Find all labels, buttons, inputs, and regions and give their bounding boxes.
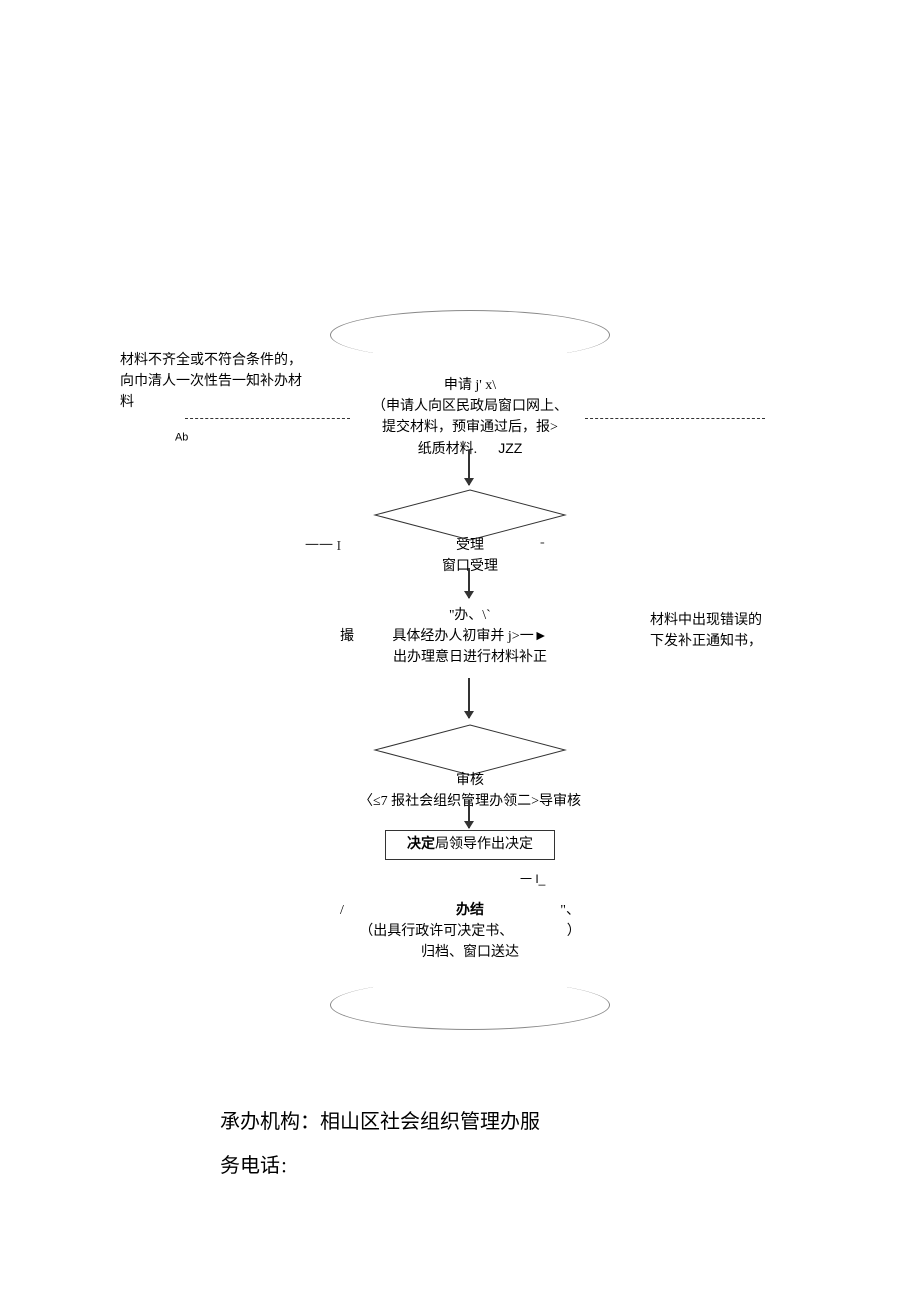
step-review: 审核 〈≤7 报社会组织管理办领二>导审核 <box>320 770 620 812</box>
note-error-materials: 材料中出现错误的 下发补正通知书， <box>650 610 820 652</box>
process-desc: 撮 具体经办人初审并 j>一► <box>345 626 595 647</box>
dashed-connector-right <box>585 418 765 419</box>
note-right-line1: 材料中出现错误的 <box>650 613 762 628</box>
apply-line1: （申请人向区民政局窗口网上、 <box>350 396 590 417</box>
review-title: 审核 <box>320 770 620 791</box>
note-left-line1: 材料不齐全或不符合条件的， <box>120 353 302 368</box>
accept-title: 受理 <box>370 535 570 556</box>
arrow-2 <box>468 568 470 598</box>
arrow-4 <box>468 800 470 828</box>
step-apply: 申请 j' x\ （申请人向区民政局窗口网上、 提交材料，预审通过后，报> 纸质… <box>350 375 590 460</box>
dashed-connector-left <box>185 418 350 419</box>
decision-bold: 决定 <box>407 837 435 852</box>
step-process: ''办、\` 撮 具体经办人初审并 j>一► 出办理意日进行材料补正 <box>345 605 595 668</box>
apply-title: 申请 j' x\ <box>350 375 590 396</box>
flowchart-container: 材料不齐全或不符合条件的， 向巾清人一次性告一知补办材 料 Ab 申请 j' x… <box>120 310 820 1030</box>
complete-line2: 归档、窗口送达 <box>330 942 610 963</box>
accept-prefix: 一一 I <box>305 535 341 555</box>
step-accept: 受理 窗口受理 <box>370 535 570 577</box>
footer-line2: 务电话： <box>220 1144 540 1188</box>
arrow-1 <box>468 450 470 485</box>
end-ellipse <box>330 980 610 1030</box>
footer-org-label: 承办机构： <box>220 1111 320 1133</box>
process-desc2: 出办理意日进行材料补正 <box>345 647 595 668</box>
process-title: ''办、\` <box>345 605 595 626</box>
review-desc: 〈≤7 报社会组织管理办领二>导审核 <box>320 791 620 812</box>
footer-line1: 承办机构：相山区社会组织管理办服 <box>220 1100 540 1144</box>
i-mark: 一 I_ <box>520 870 545 887</box>
note-left-line3: 料 <box>120 395 134 410</box>
arrow-3 <box>468 678 470 718</box>
footer: 承办机构：相山区社会组织管理办服 务电话： <box>220 1100 540 1188</box>
step-complete: / 办结 "、 （出具行政许可决定书、 ） 归档、窗口送达 <box>330 900 610 963</box>
decision-desc: 局领导作出决定 <box>435 837 533 852</box>
footer-phone-suffix: ： <box>280 1159 296 1176</box>
apply-line2: 提交材料，预审通过后，报> <box>350 417 590 438</box>
step-decision: 决定局领导作出决定 <box>385 830 555 860</box>
accept-desc: 窗口受理 <box>370 556 570 577</box>
complete-line1: （出具行政许可决定书、 ） <box>330 921 610 942</box>
start-ellipse <box>330 310 610 360</box>
note-right-line2: 下发补正通知书， <box>650 634 762 649</box>
footer-phone-label: 务电话 <box>220 1155 280 1177</box>
note-left-sub: Ab <box>175 425 188 444</box>
complete-title-row: / 办结 "、 <box>330 900 610 921</box>
note-incomplete-materials: 材料不齐全或不符合条件的， 向巾清人一次性告一知补办材 料 <box>120 350 310 413</box>
note-left-line2: 向巾清人一次性告一知补办材 <box>120 374 302 389</box>
apply-line3: 纸质材料. JZZ <box>350 438 590 460</box>
footer-org-value: 相山区社会组织管理办服 <box>320 1111 540 1133</box>
